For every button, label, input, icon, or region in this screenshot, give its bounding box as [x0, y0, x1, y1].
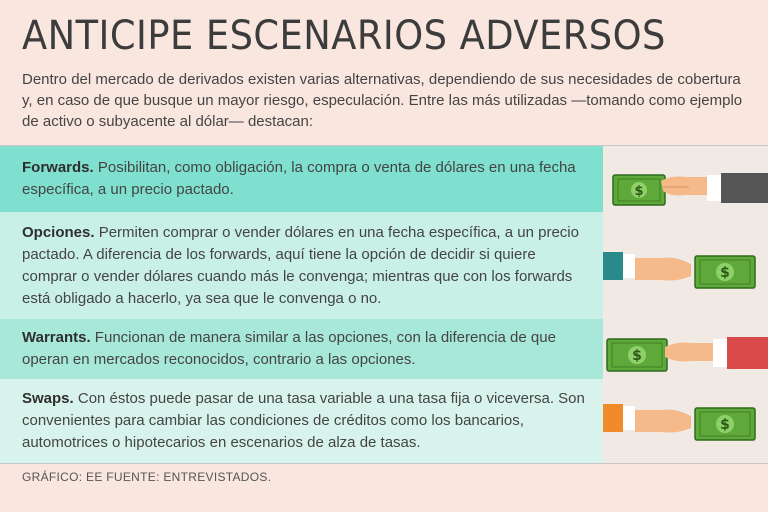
banknote-handoff-icon: $ — [606, 337, 768, 372]
term-label: Warrants. — [22, 329, 91, 346]
term-label: Forwards. — [22, 159, 94, 176]
intro-paragraph: Dentro del mercado de derivados existen … — [22, 71, 743, 130]
banknote-handoff-icon: $ — [612, 173, 768, 206]
banknote-handoff-icon: $ — [603, 404, 756, 441]
divider-top — [0, 145, 768, 146]
derivatives-list: Forwards. Posibilitan, como obligación, … — [0, 146, 603, 463]
term-description: Con éstos puede pasar de una tasa variab… — [22, 390, 585, 451]
list-item-warrants: Warrants. Funcionan de manera similar a … — [0, 319, 603, 379]
illustration-panel: $ $ $ $ — [603, 146, 768, 463]
list-item-opciones: Opciones. Permiten comprar o vender dóla… — [0, 212, 603, 319]
term-description: Funcionan de manera similar a las opcion… — [22, 329, 556, 368]
svg-text:$: $ — [720, 265, 730, 281]
svg-text:$: $ — [634, 184, 643, 199]
svg-text:$: $ — [720, 417, 730, 433]
term-label: Opciones. — [22, 223, 95, 241]
list-item-swaps: Swaps. Con éstos puede pasar de una tasa… — [0, 379, 603, 463]
list-item-forwards: Forwards. Posibilitan, como obligación, … — [0, 146, 603, 212]
banknote-handoff-icon: $ — [603, 252, 756, 289]
term-description: Permiten comprar o vender dólares en una… — [22, 223, 579, 307]
term-label: Swaps. — [22, 390, 74, 407]
term-description: Posibilitan, como obligación, la compra … — [22, 159, 576, 198]
page-title: ANTICIPE ESCENARIOS ADVERSOS — [22, 13, 666, 59]
source-credit: GRÁFICO: EE FUENTE: ENTREVISTADOS. — [22, 470, 272, 484]
divider-bottom — [0, 463, 768, 464]
svg-text:$: $ — [632, 348, 642, 364]
